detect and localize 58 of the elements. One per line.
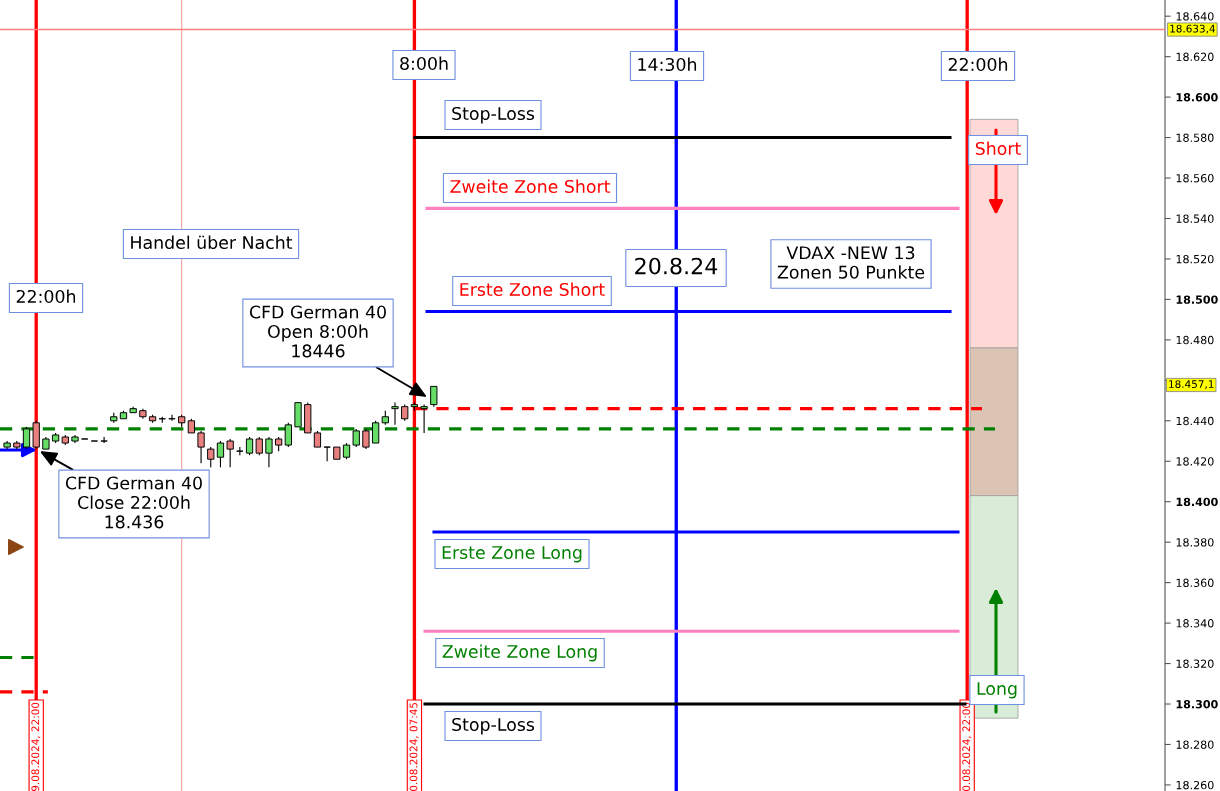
candlestick: [255, 436, 263, 456]
y-tick-label: 18.320: [1176, 659, 1214, 668]
y-tick-label: 18.360: [1176, 578, 1214, 588]
annotation: CFD German 40 Open 8:00h 18446: [249, 305, 386, 358]
y-tick-label: 18.520: [1176, 254, 1214, 264]
ref-line-label: Zweite Zone Long: [442, 644, 597, 662]
ref-line-label: Zweite Zone Short: [450, 179, 611, 194]
ref-line-label: 8:00h: [400, 56, 448, 71]
y-tick-label: 18.620: [1176, 52, 1214, 62]
ref-line-label: Erste Zone Short: [460, 282, 605, 297]
band-label: Long: [977, 682, 1017, 699]
candlestick: [323, 446, 331, 462]
candlestick: [284, 422, 292, 448]
y-tick-label: 18.580: [1176, 133, 1214, 142]
candlestick: [22, 426, 31, 450]
annotation: CFD German 40 Close 22:00h 18.436: [65, 476, 202, 529]
candlestick: [207, 446, 215, 468]
y-tick-label: 18.640: [1176, 12, 1214, 21]
candlestick: [420, 404, 428, 434]
ref-line-label: Stop-Loss: [452, 717, 535, 735]
candlestick: [430, 385, 438, 408]
annotation: 20.8.24: [635, 257, 718, 275]
y-tick-label: 18.480: [1176, 335, 1214, 345]
candlestick: [236, 446, 244, 456]
y-tick-label: 18.500: [1176, 295, 1218, 304]
y-tick-label: 18.420: [1176, 457, 1214, 466]
ref-line-label: 18.633,4: [1170, 24, 1215, 34]
ref-line-label: 22:00h: [16, 289, 76, 304]
ref-line-label: Stop-Loss: [452, 106, 535, 124]
y-tick-label: 18.540: [1176, 214, 1214, 223]
band-label: Short: [975, 141, 1021, 156]
annotation: VDAX -NEW 13 Zonen 50 Punkte: [777, 246, 925, 279]
y-tick-label: 18.380: [1176, 538, 1214, 547]
y-tick-label: 18.400: [1176, 497, 1218, 507]
candlestick: [100, 436, 108, 444]
candlestick: [362, 428, 370, 450]
x-tick-label: 0.08.2024, 07:45: [409, 702, 419, 791]
candlestick: [265, 436, 273, 468]
ref-line-label: 14:30h: [638, 57, 697, 72]
annotation: Handel über Nacht: [131, 235, 293, 250]
y-tick-label: 18.560: [1176, 174, 1214, 183]
candlestick: [226, 438, 234, 468]
candlestick: [216, 440, 225, 468]
candlestick: [245, 436, 254, 456]
ref-line-label: 22:00h: [948, 57, 1008, 72]
y-tick-label: 18.260: [1176, 780, 1214, 790]
y-tick-label: 18.440: [1176, 416, 1214, 426]
y-tick-label: 18.340: [1176, 619, 1214, 628]
text: 18.457,1: [1169, 380, 1214, 390]
ref-line-label: Erste Zone Long: [442, 546, 582, 563]
candlestick: [352, 428, 360, 448]
y-tick-label: 18.300: [1176, 699, 1218, 709]
y-tick-label: 18.600: [1176, 93, 1218, 102]
candlestick: [391, 402, 399, 426]
candlestick: [371, 420, 380, 444]
candlestick: [197, 430, 205, 464]
y-tick-label: 18.280: [1176, 740, 1214, 749]
x-tick-label: 9.08.2024, 22:00: [31, 702, 41, 791]
